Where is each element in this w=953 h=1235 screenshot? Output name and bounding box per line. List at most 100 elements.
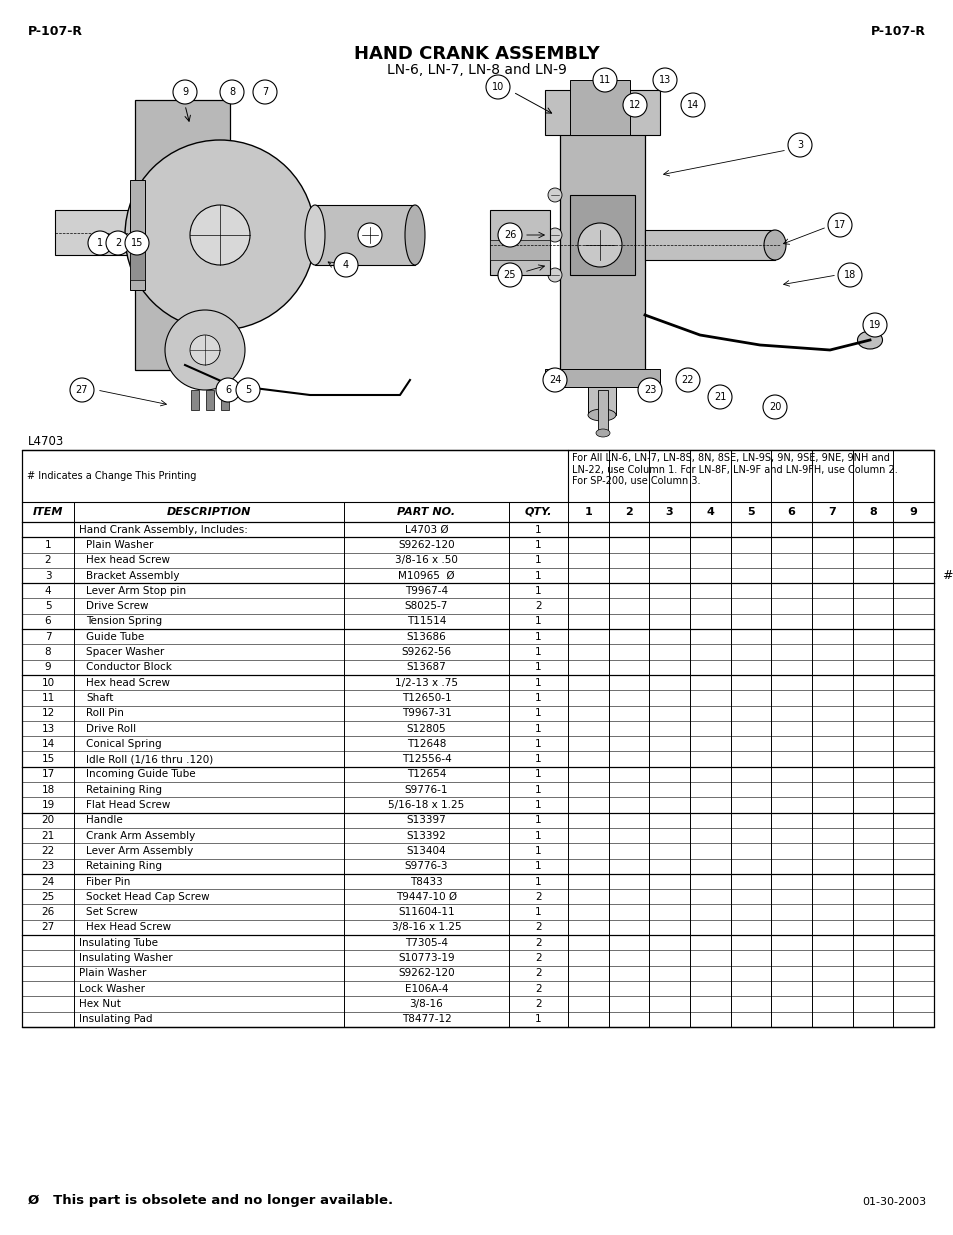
Text: 1: 1	[45, 540, 51, 550]
Text: 22: 22	[681, 375, 694, 385]
Text: Drive Roll: Drive Roll	[86, 724, 136, 734]
Text: LN-6, LN-7, LN-8 and LN-9: LN-6, LN-7, LN-8 and LN-9	[387, 63, 566, 77]
Circle shape	[593, 68, 617, 91]
Text: Hex Head Screw: Hex Head Screw	[86, 923, 171, 932]
Bar	[587, 375, 616, 415]
Text: P-107-R: P-107-R	[28, 25, 83, 38]
Circle shape	[357, 224, 381, 247]
Circle shape	[70, 378, 94, 403]
Text: Retaining Ring: Retaining Ring	[86, 784, 162, 795]
Text: 15: 15	[131, 238, 143, 248]
Text: 17: 17	[833, 220, 845, 230]
Text: 6: 6	[45, 616, 51, 626]
Text: T12654: T12654	[406, 769, 446, 779]
Text: 19: 19	[41, 800, 54, 810]
Ellipse shape	[857, 331, 882, 350]
Text: T9967-31: T9967-31	[401, 708, 451, 719]
Text: Lever Arm Assembly: Lever Arm Assembly	[86, 846, 193, 856]
Text: #: #	[941, 569, 951, 582]
Text: Shaft: Shaft	[86, 693, 113, 703]
Text: 27: 27	[75, 385, 89, 395]
Text: 23: 23	[643, 385, 656, 395]
Text: E106A-4: E106A-4	[404, 983, 448, 994]
Text: 18: 18	[41, 784, 54, 795]
Text: 7: 7	[45, 632, 51, 642]
Text: Socket Head Cap Screw: Socket Head Cap Screw	[86, 892, 210, 902]
Text: 3/8-16 x 1.25: 3/8-16 x 1.25	[392, 923, 460, 932]
Text: 5: 5	[746, 508, 754, 517]
Bar	[490, 210, 550, 275]
Text: 1: 1	[535, 556, 541, 566]
Bar	[130, 180, 145, 290]
Text: S10773-19: S10773-19	[397, 953, 455, 963]
Text: 3: 3	[45, 571, 51, 580]
Text: For All LN-6, LN-7, LN-8S, 8N, 8SE, LN-9S, 9N, 9SE, 9NE, 9NH and
LN-22, use Colu: For All LN-6, LN-7, LN-8S, 8N, 8SE, LN-9…	[571, 453, 897, 487]
Ellipse shape	[305, 205, 325, 266]
Text: 18: 18	[843, 270, 855, 280]
Text: Retaining Ring: Retaining Ring	[86, 861, 162, 871]
Circle shape	[334, 253, 357, 277]
Bar	[22, 450, 933, 1026]
Text: 1: 1	[535, 662, 541, 672]
Text: Plain Washer: Plain Washer	[79, 968, 146, 978]
Text: Handle: Handle	[86, 815, 123, 825]
Text: 13: 13	[41, 724, 54, 734]
Text: 1: 1	[535, 784, 541, 795]
Text: 8: 8	[45, 647, 51, 657]
Text: 4: 4	[705, 508, 714, 517]
Text: Hex head Screw: Hex head Screw	[86, 556, 170, 566]
Text: 1: 1	[535, 755, 541, 764]
Text: 1: 1	[535, 647, 541, 657]
Text: T8477-12: T8477-12	[401, 1014, 451, 1024]
Text: T8433: T8433	[410, 877, 442, 887]
Ellipse shape	[596, 429, 609, 437]
Text: 5/16-18 x 1.25: 5/16-18 x 1.25	[388, 800, 464, 810]
Text: Drive Screw: Drive Screw	[86, 601, 149, 611]
Text: 13: 13	[659, 75, 670, 85]
Text: S13686: S13686	[406, 632, 446, 642]
Circle shape	[578, 224, 621, 267]
Text: 19: 19	[868, 320, 881, 330]
Text: 1: 1	[535, 585, 541, 595]
Circle shape	[547, 188, 561, 203]
Text: 2: 2	[535, 601, 541, 611]
Text: 2: 2	[114, 238, 121, 248]
Text: 14: 14	[41, 739, 54, 748]
Bar	[490, 240, 550, 261]
Bar	[544, 90, 659, 135]
Text: 7: 7	[262, 86, 268, 98]
Text: S13397: S13397	[406, 815, 446, 825]
Text: 11: 11	[41, 693, 54, 703]
Circle shape	[827, 212, 851, 237]
Text: 1: 1	[535, 632, 541, 642]
Text: T9967-4: T9967-4	[404, 585, 448, 595]
Text: 6: 6	[787, 508, 795, 517]
Text: QTY.: QTY.	[524, 508, 552, 517]
Circle shape	[547, 268, 561, 282]
Text: 24: 24	[41, 877, 54, 887]
Ellipse shape	[405, 205, 424, 266]
Text: Tension Spring: Tension Spring	[86, 616, 162, 626]
Text: 8: 8	[868, 508, 876, 517]
Text: S11604-11: S11604-11	[397, 908, 455, 918]
Bar	[598, 390, 607, 435]
Text: S13404: S13404	[406, 846, 446, 856]
Circle shape	[676, 368, 700, 391]
Text: Conical Spring: Conical Spring	[86, 739, 161, 748]
Circle shape	[638, 378, 661, 403]
Text: 6: 6	[225, 385, 231, 395]
Circle shape	[542, 368, 566, 391]
Text: 26: 26	[503, 230, 516, 240]
Text: 20: 20	[768, 403, 781, 412]
Text: 1: 1	[535, 525, 541, 535]
Text: S9776-3: S9776-3	[404, 861, 448, 871]
Bar	[544, 369, 659, 387]
Circle shape	[497, 263, 521, 287]
Text: 2: 2	[535, 968, 541, 978]
Text: 3/8-16: 3/8-16	[409, 999, 443, 1009]
Circle shape	[190, 205, 250, 266]
Text: Lever Arm Stop pin: Lever Arm Stop pin	[86, 585, 186, 595]
Text: Plain Washer: Plain Washer	[86, 540, 153, 550]
Text: 1: 1	[535, 800, 541, 810]
Text: ITEM: ITEM	[32, 508, 63, 517]
